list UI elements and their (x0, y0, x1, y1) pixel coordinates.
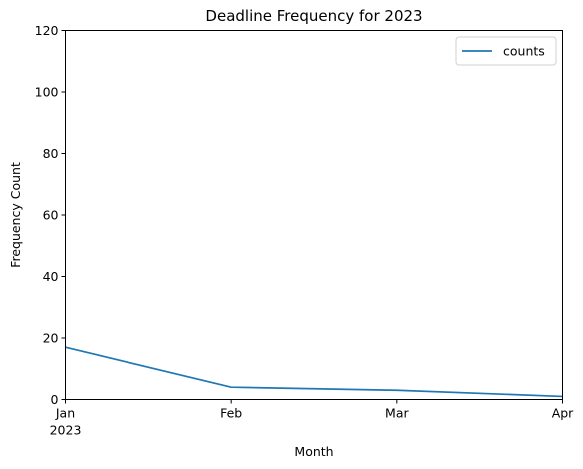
legend: counts (455, 36, 557, 66)
y-tick-label: 100 (35, 85, 59, 100)
x-tick-label: Mar (385, 406, 409, 421)
series-layer (65, 346, 563, 398)
x-year-label: 2023 (50, 423, 82, 438)
legend-box (455, 36, 557, 66)
x-axis-ticks: Jan Feb Mar Apr 2023 (50, 399, 574, 438)
chart-title: Deadline Frequency for 2023 (205, 7, 422, 25)
y-tick-label: 0 (51, 392, 59, 407)
y-tick-label: 60 (43, 208, 59, 223)
x-tick-label: Feb (220, 406, 242, 421)
x-tick-label: Jan (55, 406, 75, 421)
series-line-counts (65, 346, 563, 398)
y-tick-label: 120 (35, 23, 59, 38)
legend-label: counts (503, 44, 545, 59)
y-axis-ticks: 0 20 40 60 80 100 120 (35, 23, 66, 407)
y-tick-label: 80 (43, 146, 59, 161)
x-tick-label: Apr (552, 406, 574, 421)
x-axis-title: Month (294, 444, 333, 459)
y-tick-label: 40 (43, 269, 59, 284)
plot-frame (65, 30, 563, 400)
y-tick-label: 20 (43, 331, 59, 346)
y-axis-title: Frequency Count (8, 162, 23, 268)
